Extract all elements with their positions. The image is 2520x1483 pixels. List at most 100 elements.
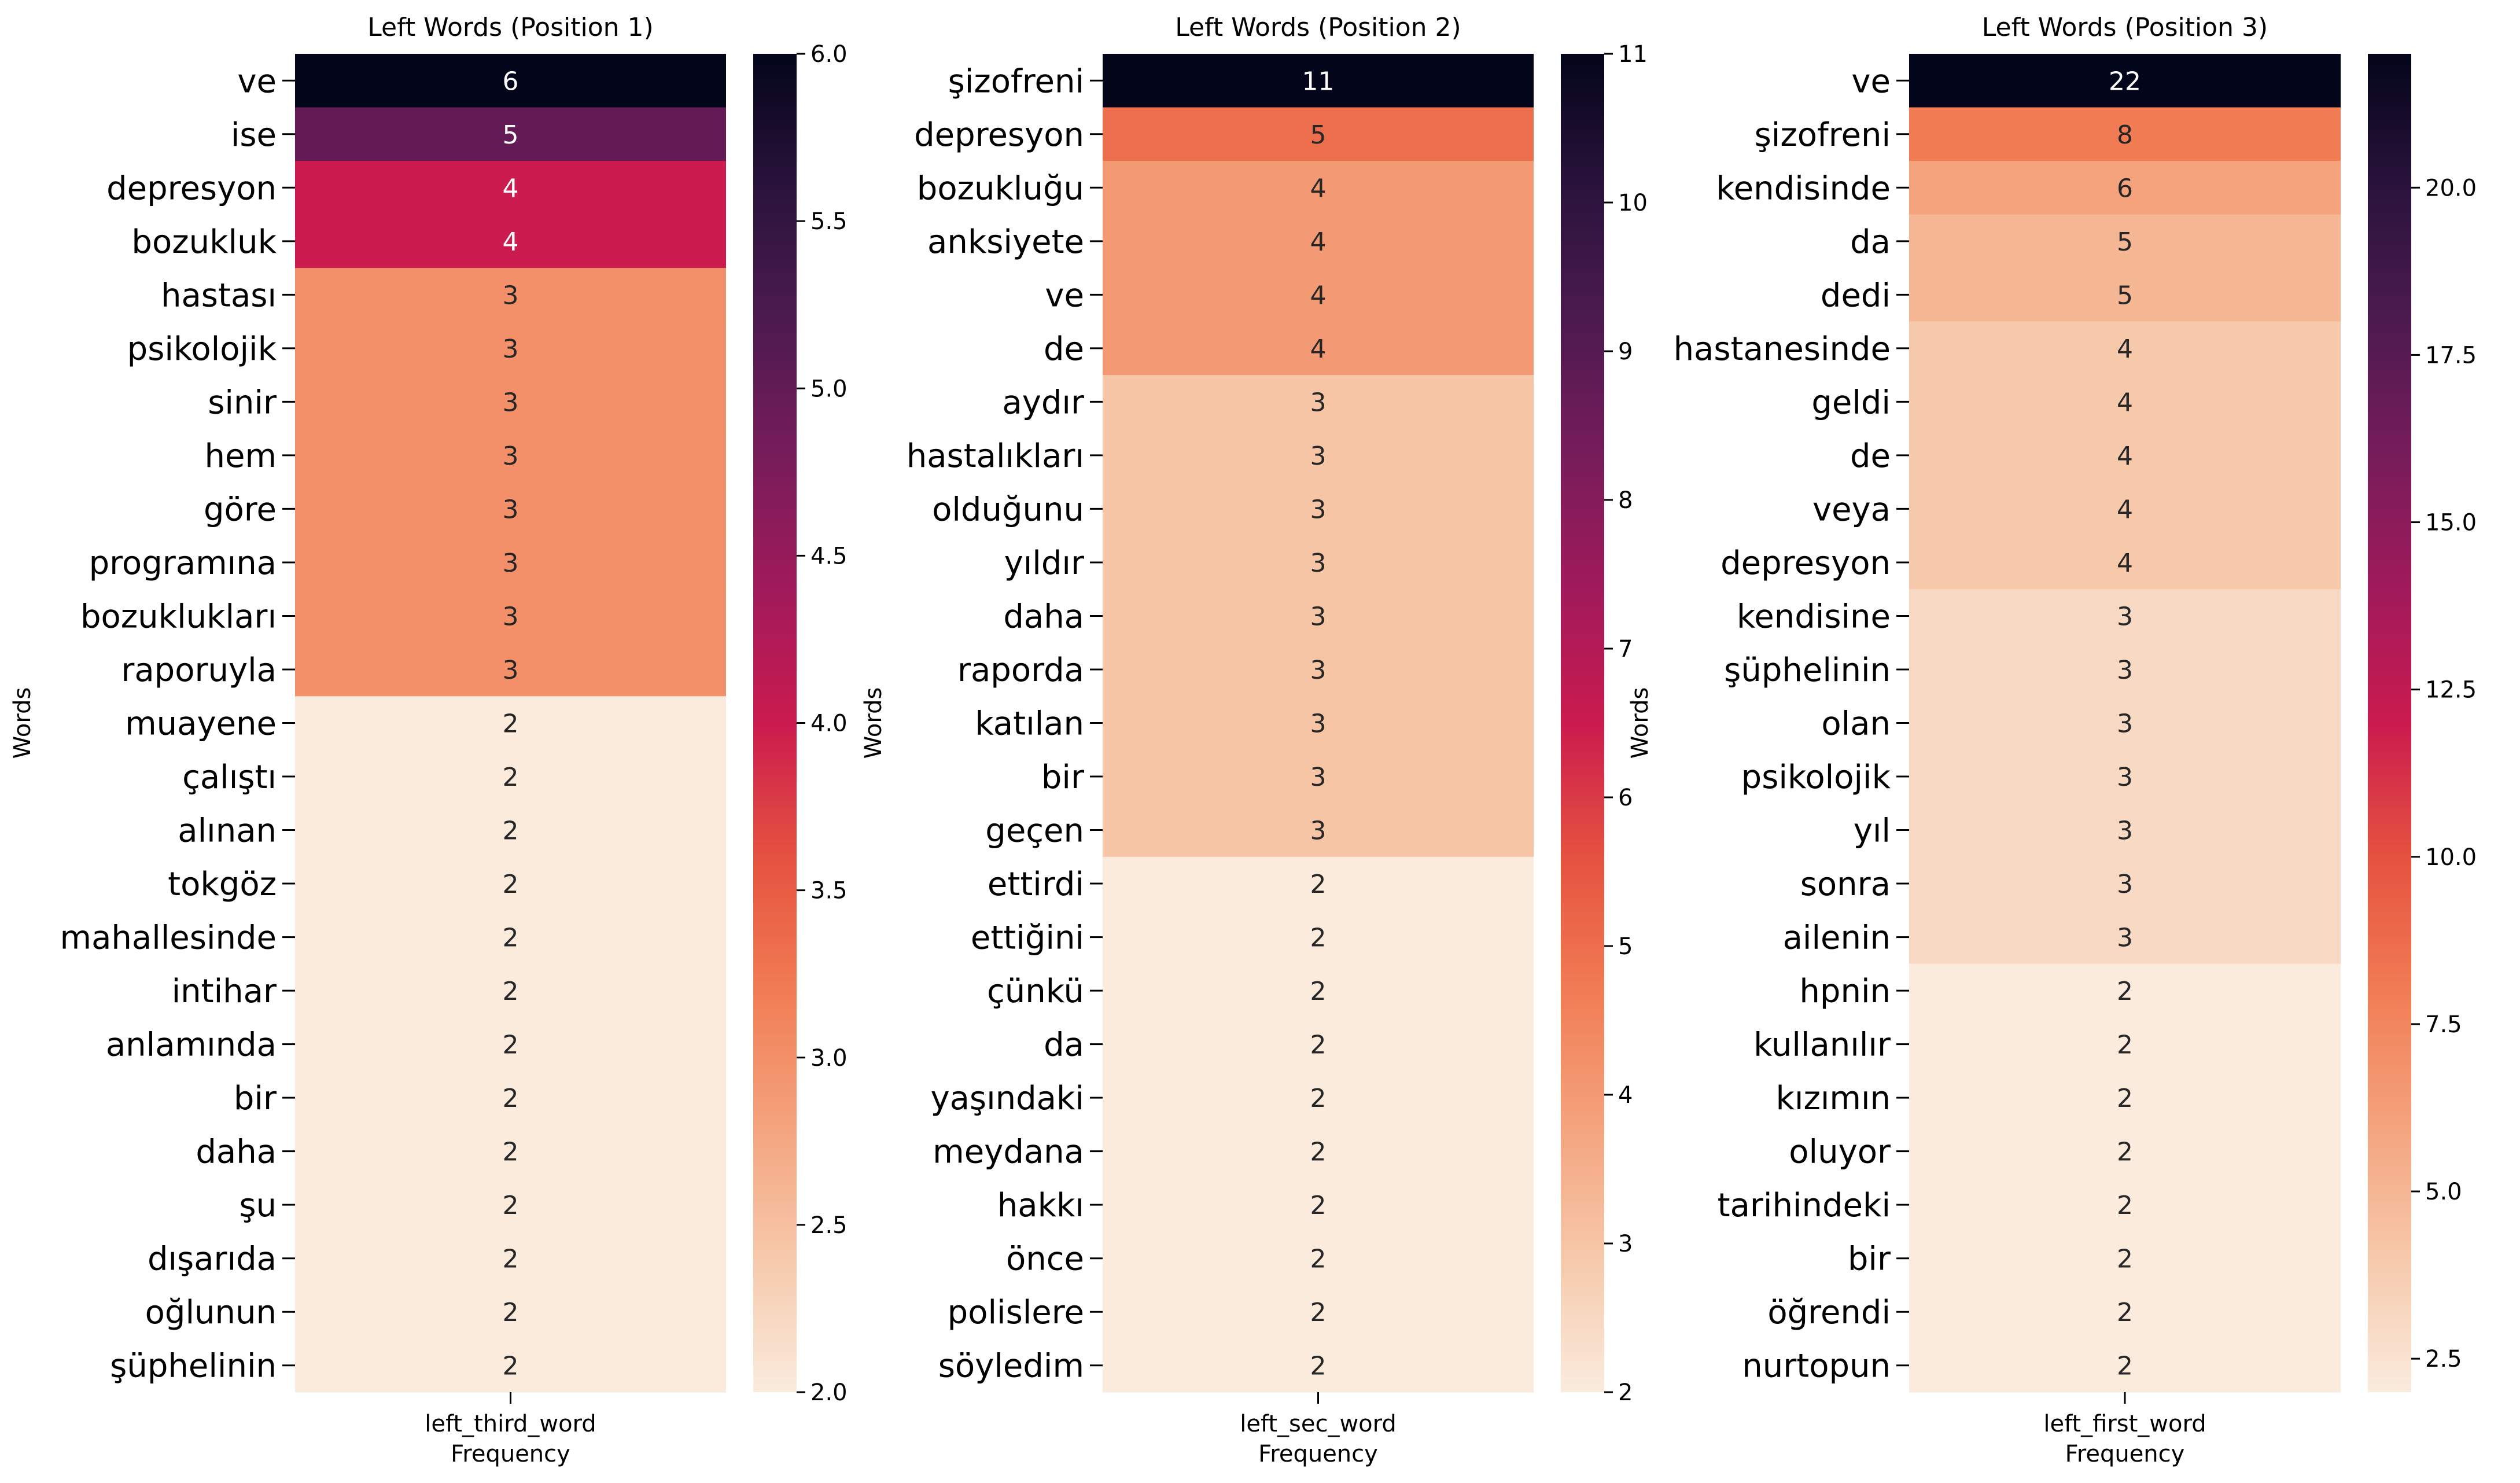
chart3-cell-value-4: 5 bbox=[2117, 227, 2133, 257]
chart3-y-tick-label-16: sonra bbox=[1800, 866, 1891, 903]
chart1-y-tick-label-19: anlamında bbox=[106, 1026, 277, 1064]
chart1-y-tick-label-25: şüphelinin bbox=[110, 1348, 277, 1385]
chart3-cell-value-24: 2 bbox=[2117, 1298, 2133, 1327]
chart2-cell-17 bbox=[1103, 910, 1534, 965]
chart1-y-tick-label-14: çalıştı bbox=[182, 759, 277, 796]
chart2-cell-13 bbox=[1103, 696, 1534, 750]
chart2-colorbar bbox=[1561, 54, 1604, 1392]
chart1-cell-1 bbox=[295, 54, 726, 108]
chart3-cell-24 bbox=[1909, 1285, 2341, 1340]
chart1-y-tick-label-9: göre bbox=[204, 491, 277, 528]
chart1-cell-value-7: 3 bbox=[503, 388, 519, 417]
chart2-cell-value-17: 2 bbox=[1310, 923, 1327, 953]
chart3-y-tick-label-23: bir bbox=[1848, 1241, 1891, 1278]
chart1-cell-value-3: 4 bbox=[503, 174, 519, 203]
chart3-y-tick-label-14: psikolojik bbox=[1741, 759, 1891, 796]
chart2-cell-19 bbox=[1103, 1017, 1534, 1072]
chart3-cell-value-1: 22 bbox=[2109, 67, 2141, 96]
chart2-x-axis-label: Frequency bbox=[1258, 1441, 1378, 1467]
chart3-colorbar-tick-label-7: 5.0 bbox=[2425, 1179, 2462, 1205]
chart3-cell-25 bbox=[1909, 1338, 2341, 1393]
chart2-cell-6 bbox=[1103, 321, 1534, 376]
chart1-y-axis-label: Words bbox=[9, 687, 36, 759]
chart2-y-tick-label-13: katılan bbox=[975, 705, 1084, 743]
chart2-colorbar-tick-label-1: 11 bbox=[1618, 41, 1648, 68]
chart1-colorbar-tick-label-9: 2.0 bbox=[810, 1379, 848, 1406]
chart1-cell-22 bbox=[295, 1177, 726, 1232]
chart2-cell-value-22: 2 bbox=[1310, 1191, 1327, 1220]
chart2-cell-1 bbox=[1103, 54, 1534, 108]
chart2-cell-value-6: 4 bbox=[1310, 334, 1327, 364]
chart2-y-tick-label-18: çünkü bbox=[987, 973, 1084, 1010]
chart2-x-tick-label: left_sec_word bbox=[1240, 1411, 1397, 1437]
chart2-colorbar-tick-label-9: 3 bbox=[1618, 1231, 1633, 1257]
chart3-cell-6 bbox=[1909, 321, 2341, 376]
chart3-cell-value-16: 3 bbox=[2117, 870, 2133, 899]
chart1-colorbar-tick-label-2: 5.5 bbox=[810, 208, 848, 235]
chart2-y-tick-label-25: söyledim bbox=[938, 1348, 1084, 1385]
chart1-colorbar-label: Words bbox=[860, 687, 887, 759]
chart3-y-tick-label-18: hpnin bbox=[1799, 973, 1891, 1010]
chart2-cell-value-3: 4 bbox=[1310, 174, 1327, 203]
chart3-cell-7 bbox=[1909, 375, 2341, 429]
chart2-cell-21 bbox=[1103, 1124, 1534, 1179]
chart1-y-tick-label-5: hastası bbox=[161, 277, 277, 314]
chart3-cell-23 bbox=[1909, 1231, 2341, 1286]
chart1-colorbar-tick-label-3: 5.0 bbox=[810, 376, 848, 402]
chart2-y-tick-label-11: daha bbox=[1003, 598, 1084, 635]
chart1-cell-value-18: 2 bbox=[503, 977, 519, 1006]
chart3-colorbar-tick-label-8: 2.5 bbox=[2425, 1346, 2462, 1372]
chart2-cell-value-8: 3 bbox=[1310, 441, 1327, 471]
chart1-colorbar-tick-label-5: 4.0 bbox=[810, 711, 848, 737]
chart3-cell-3 bbox=[1909, 161, 2341, 215]
chart2-cell-14 bbox=[1103, 749, 1534, 804]
chart2-colorbar-tick-label-2: 10 bbox=[1618, 190, 1648, 216]
chart2-y-tick-label-17: ettiğini bbox=[971, 919, 1084, 957]
chart3-cell-10 bbox=[1909, 535, 2341, 590]
chart2-y-tick-label-21: meydana bbox=[933, 1134, 1084, 1171]
chart1-cell-16 bbox=[295, 856, 726, 911]
chart1-colorbar-tick-label-7: 3.0 bbox=[810, 1045, 848, 1072]
chart3-cell-1 bbox=[1909, 54, 2341, 108]
chart1-cell-value-16: 2 bbox=[503, 870, 519, 899]
chart3-cell-value-7: 4 bbox=[2117, 388, 2133, 417]
chart1-cell-value-8: 3 bbox=[503, 441, 519, 471]
chart3-cell-14 bbox=[1909, 749, 2341, 804]
chart2-cell-4 bbox=[1103, 214, 1534, 268]
chart1-cell-19 bbox=[295, 1017, 726, 1072]
chart3-y-tick-label-1: ve bbox=[1851, 62, 1891, 100]
chart1-cell-value-19: 2 bbox=[503, 1031, 519, 1060]
chart3-colorbar-tick-label-6: 7.5 bbox=[2425, 1011, 2462, 1038]
chart2-colorbar-tick-label-3: 9 bbox=[1618, 338, 1633, 365]
chart3-cell-11 bbox=[1909, 589, 2341, 643]
chart1-cell-value-14: 2 bbox=[503, 763, 519, 792]
chart3-cell-13 bbox=[1909, 696, 2341, 750]
chart2-cell-12 bbox=[1103, 642, 1534, 697]
chart3-cell-9 bbox=[1909, 482, 2341, 536]
chart2-cell-22 bbox=[1103, 1177, 1534, 1232]
chart1-cell-18 bbox=[295, 963, 726, 1018]
chart2-cell-10 bbox=[1103, 535, 1534, 590]
chart1-cell-value-23: 2 bbox=[503, 1245, 519, 1274]
chart1-cell-14 bbox=[295, 749, 726, 804]
chart3-cell-value-12: 3 bbox=[2117, 656, 2133, 685]
chart3-cell-12 bbox=[1909, 642, 2341, 697]
chart1-cell-value-9: 3 bbox=[503, 495, 519, 524]
chart2-cell-value-16: 2 bbox=[1310, 870, 1327, 899]
chart2-cell-2 bbox=[1103, 107, 1534, 161]
chart2-cell-7 bbox=[1103, 375, 1534, 429]
chart3-y-tick-label-10: depresyon bbox=[1720, 544, 1891, 582]
chart3-y-tick-label-15: yıl bbox=[1854, 812, 1891, 850]
chart1-cell-value-13: 2 bbox=[503, 709, 519, 739]
chart3-cell-16 bbox=[1909, 856, 2341, 911]
chart3-y-tick-label-12: şüphelinin bbox=[1724, 652, 1891, 689]
chart1-y-tick-label-4: bozukluk bbox=[131, 223, 277, 261]
chart2-cell-value-2: 5 bbox=[1310, 120, 1327, 150]
chart3-y-tick-label-21: oluyor bbox=[1789, 1134, 1891, 1171]
chart1-cell-value-12: 3 bbox=[503, 656, 519, 685]
chart2-cell-value-13: 3 bbox=[1310, 709, 1327, 739]
chart2-y-tick-label-9: olduğunu bbox=[932, 491, 1084, 528]
chart3-cell-value-10: 4 bbox=[2117, 549, 2133, 578]
chart2-y-tick-label-6: de bbox=[1044, 330, 1084, 368]
chart1-cell-20 bbox=[295, 1070, 726, 1125]
